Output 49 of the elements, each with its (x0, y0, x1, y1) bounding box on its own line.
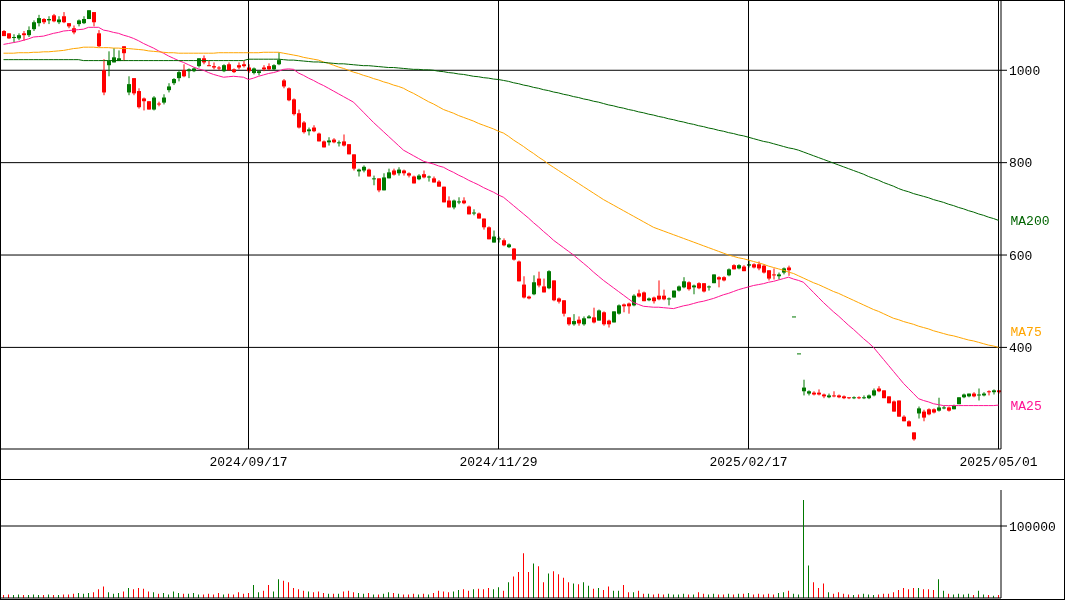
series-label: MA200 (1010, 214, 1050, 230)
candlestick (537, 271, 541, 288)
candlestick (157, 101, 161, 107)
candlestick (127, 75, 131, 96)
candlestick (327, 136, 331, 147)
x-tick-label: 2024/11/29 (459, 455, 538, 471)
candlestick (167, 82, 171, 93)
candlestick (307, 127, 311, 136)
candlestick (277, 51, 281, 66)
candlestick (572, 313, 576, 327)
candlestick (667, 297, 671, 306)
candlestick (542, 278, 546, 293)
x-tick-label: 2025/05/01 (959, 455, 1038, 471)
candlestick (977, 388, 981, 402)
candlestick (787, 265, 791, 277)
candlestick (207, 60, 211, 67)
candlestick (777, 272, 781, 280)
candlestick (987, 389, 991, 396)
y-tick-label: 600 (1009, 248, 1033, 264)
candlestick (372, 175, 376, 186)
candlestick (917, 406, 921, 420)
candlestick (592, 307, 596, 324)
candlestick (422, 170, 426, 179)
candlestick (707, 285, 711, 292)
candlestick (57, 15, 61, 25)
candlestick (217, 65, 221, 71)
candlestick (42, 17, 46, 25)
candlestick (22, 30, 26, 42)
candlestick (27, 25, 31, 38)
candlestick (212, 61, 216, 70)
series-label: MA25 (1010, 399, 1042, 415)
candlestick (162, 93, 166, 105)
y-tick-label: 1000 (1009, 63, 1041, 79)
candlestick (177, 69, 181, 82)
candlestick (427, 175, 431, 183)
y-tick-label: 800 (1009, 156, 1033, 172)
x-tick-label: 2024/09/17 (209, 455, 288, 471)
candlestick (992, 388, 996, 395)
y-tick-label: 400 (1009, 341, 1033, 357)
candlestick (472, 208, 476, 216)
candlestick (547, 269, 551, 290)
candlestick (532, 274, 536, 296)
candlestick (182, 63, 186, 78)
candlestick (337, 139, 341, 147)
candlestick (102, 58, 106, 96)
candlestick (62, 11, 66, 24)
x-tick-label: 2025/02/17 (709, 455, 788, 471)
series-label: MA75 (1010, 325, 1042, 341)
y-tick-label: 100000 (1009, 519, 1056, 535)
